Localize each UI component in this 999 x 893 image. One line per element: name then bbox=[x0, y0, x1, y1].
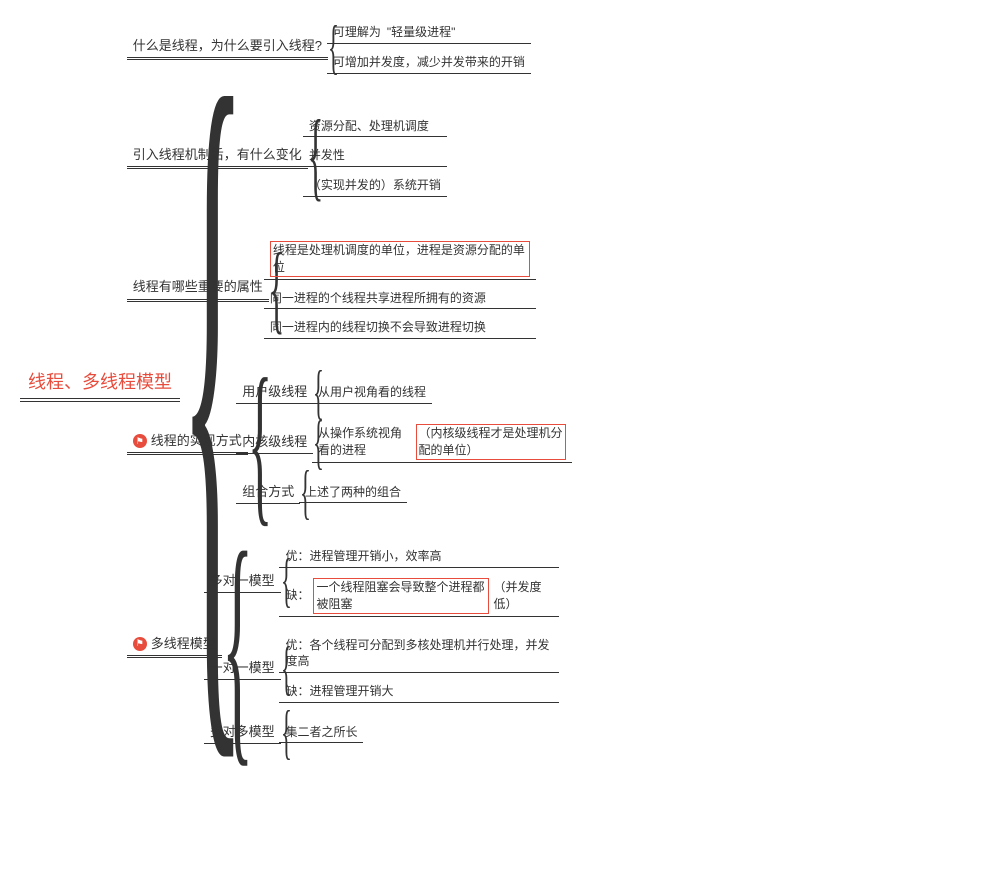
sub-title: 内核级线程 bbox=[236, 429, 313, 454]
branch-0-children: 可理解为"轻量级进程" 可增加并发度，减少并发带来的开销 bbox=[327, 20, 531, 74]
leaf-text-hl: 线程是处理机调度的单位，进程是资源分配的单位 bbox=[270, 241, 530, 277]
branch-3-2: 组合方式 { 上述了两种的组合 bbox=[236, 479, 572, 504]
leaf: 上述了两种的组合 bbox=[299, 480, 407, 504]
leaf-pre: 从操作系统视角看的进程 bbox=[318, 425, 412, 459]
leaf: 缺：一个线程阻塞会导致整个进程都被阻塞（并发度低） bbox=[279, 574, 559, 617]
branch-3-title: ⚑ 线程的实现方式 bbox=[127, 428, 248, 455]
leaf: 从操作系统视角看的进程（内核级线程才是处理机分配的单位） bbox=[312, 420, 572, 463]
sub-title: 一对一模型 bbox=[204, 655, 281, 680]
leaf: 资源分配、处理机调度 bbox=[303, 114, 447, 138]
sub-children: 集二者之所长 bbox=[279, 720, 363, 744]
branch-1-title: 引入线程机制后，有什么变化 bbox=[127, 142, 308, 169]
sub-title: 多对一模型 bbox=[204, 568, 281, 593]
branch-4: ⚑ 多线程模型 { 多对一模型 { 优：进程管理开销小，效率高 缺：一个线程阻塞… bbox=[127, 544, 572, 744]
branch-2-children: 线程是处理机调度的单位，进程是资源分配的单位 同一进程的个线程共享进程所拥有的资… bbox=[264, 237, 536, 339]
branch-2: 线程有哪些重要的属性 { 线程是处理机调度的单位，进程是资源分配的单位 同一进程… bbox=[127, 237, 572, 339]
flag-icon: ⚑ bbox=[133, 637, 147, 651]
flag-icon: ⚑ bbox=[133, 434, 147, 448]
leaf: 并发性 bbox=[303, 143, 447, 167]
branch-0-title: 什么是线程，为什么要引入线程? bbox=[127, 33, 328, 60]
mindmap-root: 线程、多线程模型 { 什么是线程，为什么要引入线程? { 可理解为"轻量级进程"… bbox=[20, 20, 979, 744]
leaf-text-hl: "轻量级进程" bbox=[385, 24, 458, 41]
leaf-post: （并发度低） bbox=[493, 579, 553, 613]
leaf: 可增加并发度，减少并发带来的开销 bbox=[327, 50, 531, 74]
leaf: 线程是处理机调度的单位，进程是资源分配的单位 bbox=[264, 237, 536, 280]
sub-children: 从用户视角看的线程 bbox=[312, 380, 432, 404]
sub-title: 多对多模型 bbox=[204, 719, 281, 744]
level1-children: 什么是线程，为什么要引入线程? { 可理解为"轻量级进程" 可增加并发度，减少并… bbox=[127, 20, 572, 744]
leaf: 同一进程的个线程共享进程所拥有的资源 bbox=[264, 286, 536, 310]
leaf-pre: 缺： bbox=[285, 587, 309, 604]
branch-2-title: 线程有哪些重要的属性 bbox=[127, 274, 269, 301]
branch-1: 引入线程机制后，有什么变化 { 资源分配、处理机调度 并发性 （实现并发的）系统… bbox=[127, 114, 572, 197]
branch-3-0: 用户级线程 { 从用户视角看的线程 bbox=[236, 379, 572, 404]
leaf: 缺：进程管理开销大 bbox=[279, 679, 559, 703]
leaf: 优：进程管理开销小，效率高 bbox=[279, 544, 559, 568]
sub-children: 优：进程管理开销小，效率高 缺：一个线程阻塞会导致整个进程都被阻塞（并发度低） bbox=[279, 544, 559, 616]
leaf: 优：各个线程可分配到多核处理机并行处理，并发度高 bbox=[279, 633, 559, 674]
leaf: 集二者之所长 bbox=[279, 720, 363, 744]
branch-4-1: 一对一模型 { 优：各个线程可分配到多核处理机并行处理，并发度高 缺：进程管理开… bbox=[204, 633, 560, 703]
branch-3-1: 内核级线程 { 从操作系统视角看的进程（内核级线程才是处理机分配的单位） bbox=[236, 420, 572, 463]
branch-4-children: 多对一模型 { 优：进程管理开销小，效率高 缺：一个线程阻塞会导致整个进程都被阻… bbox=[204, 544, 560, 744]
leaf: 从用户视角看的线程 bbox=[312, 380, 432, 404]
leaf: 可理解为"轻量级进程" bbox=[327, 20, 531, 44]
sub-children: 从操作系统视角看的进程（内核级线程才是处理机分配的单位） bbox=[312, 420, 572, 463]
leaf-text-pre: 可理解为 bbox=[333, 24, 381, 41]
leaf-hl: 一个线程阻塞会导致整个进程都被阻塞 bbox=[313, 578, 489, 614]
leaf: 同一进程内的线程切换不会导致进程切换 bbox=[264, 315, 536, 339]
branch-3-title-text: 线程的实现方式 bbox=[151, 432, 242, 450]
branch-0: 什么是线程，为什么要引入线程? { 可理解为"轻量级进程" 可增加并发度，减少并… bbox=[127, 20, 572, 74]
branch-3-children: 用户级线程 { 从用户视角看的线程 内核级线程 { 从操作系统视角看的进程（内核… bbox=[236, 379, 572, 504]
branch-3: ⚑ 线程的实现方式 { 用户级线程 { 从用户视角看的线程 内核级线程 { bbox=[127, 379, 572, 504]
branch-1-children: 资源分配、处理机调度 并发性 （实现并发的）系统开销 bbox=[303, 114, 447, 197]
branch-4-0: 多对一模型 { 优：进程管理开销小，效率高 缺：一个线程阻塞会导致整个进程都被阻… bbox=[204, 544, 560, 616]
leaf-hl: （内核级线程才是处理机分配的单位） bbox=[416, 424, 567, 460]
branch-4-2: 多对多模型 { 集二者之所长 bbox=[204, 719, 560, 744]
sub-children: 优：各个线程可分配到多核处理机并行处理，并发度高 缺：进程管理开销大 bbox=[279, 633, 559, 703]
sub-title: 用户级线程 bbox=[236, 379, 313, 404]
sub-children: 上述了两种的组合 bbox=[299, 480, 407, 504]
leaf: （实现并发的）系统开销 bbox=[303, 173, 447, 197]
